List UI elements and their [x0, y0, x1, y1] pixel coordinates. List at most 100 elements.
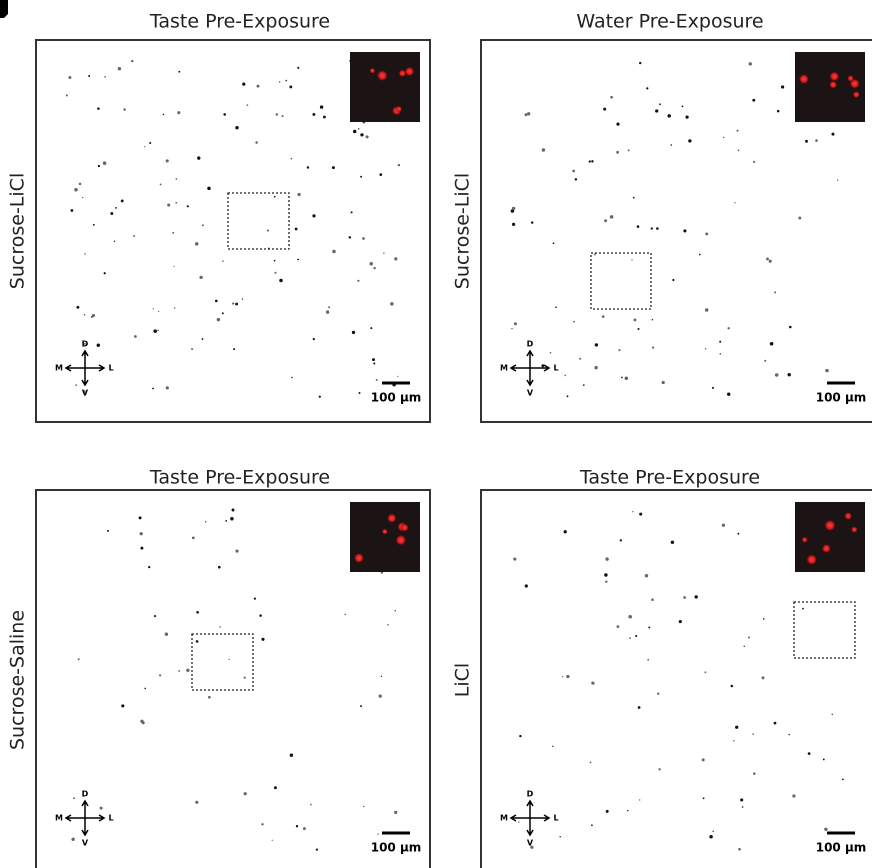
cell-dot: [322, 115, 326, 119]
cell-dot: [232, 302, 235, 305]
cell-dot: [97, 164, 101, 168]
cell-dot: [530, 845, 534, 849]
cell-dot: [616, 122, 620, 126]
cell-dot: [781, 85, 785, 89]
cell-dot: [572, 169, 576, 173]
cell-dot: [627, 810, 629, 812]
inset-cell: [798, 73, 810, 85]
cell-dot: [178, 670, 180, 672]
cell-dot: [789, 325, 792, 329]
panel-title: Water Pre-Exposure: [576, 11, 763, 33]
cell-dot: [312, 214, 316, 218]
cell-dot: [639, 512, 643, 516]
cell-dot: [219, 626, 222, 628]
cell-dot: [241, 298, 244, 300]
inset-cell: [829, 80, 838, 89]
cell-dot: [704, 347, 707, 350]
cell-dot: [616, 625, 620, 628]
cell-dot: [157, 329, 159, 332]
cell-dot: [841, 778, 844, 781]
cell-dot: [82, 390, 86, 394]
inset-cell: [824, 519, 836, 532]
cell-dot: [159, 183, 162, 186]
cell-dot: [115, 207, 117, 209]
cell-dot: [152, 387, 154, 390]
cell-dot: [616, 150, 619, 154]
cell-dot: [747, 636, 751, 639]
cell-dot: [524, 113, 528, 117]
cell-dot: [647, 658, 650, 661]
cell-dot: [652, 346, 655, 349]
cell-dot: [651, 598, 654, 601]
cell-dot: [737, 532, 740, 535]
cell-dot: [357, 128, 360, 130]
cell-dot: [148, 565, 151, 569]
panel: Taste Pre-Exposure Sucrose-Saline D V M L 100 …: [7, 467, 431, 868]
cell-dot: [727, 327, 730, 330]
cell-dot: [302, 827, 306, 831]
cell-dot: [764, 359, 767, 362]
cell-dot: [194, 242, 199, 246]
cell-dot: [541, 364, 545, 368]
cell-dot: [221, 312, 224, 315]
inset-image: [350, 52, 420, 122]
cell-dot: [670, 540, 675, 545]
cell-dot: [768, 259, 772, 263]
cell-dot: [261, 637, 265, 641]
cell-dot: [110, 212, 114, 215]
cell-dot: [195, 800, 199, 804]
cell-dot: [753, 160, 756, 163]
cell-dot: [369, 262, 373, 266]
cell-dot: [331, 166, 335, 170]
cell-dot: [235, 126, 239, 130]
cell-dot: [165, 386, 169, 390]
cell-dot: [140, 546, 144, 550]
cell-dot: [214, 299, 218, 303]
cell-dot: [394, 810, 398, 815]
cell-dot: [90, 315, 93, 318]
cell-dot: [513, 322, 517, 326]
cell-dot: [704, 308, 709, 312]
cell-dot: [138, 516, 142, 520]
cell-dot: [275, 113, 279, 116]
cell-dot: [589, 761, 592, 764]
scale-label: 100 µm: [371, 841, 422, 855]
cell-dot: [242, 82, 246, 86]
cell-dot: [273, 786, 277, 790]
cell-dot: [605, 809, 609, 813]
inset-cell: [850, 526, 858, 533]
cell-dot: [605, 557, 609, 561]
cell-dot: [120, 199, 124, 203]
compass-m: M: [55, 814, 63, 823]
cell-dot: [761, 676, 765, 680]
cell-dot: [609, 215, 614, 219]
cell-dot: [822, 758, 825, 761]
cell-dot: [740, 798, 744, 802]
cell-dot: [387, 623, 389, 626]
cell-dot: [165, 159, 169, 163]
cell-dot: [107, 529, 109, 532]
cell-dot: [370, 327, 373, 330]
cell-dot: [373, 266, 376, 270]
cell-dot: [631, 259, 633, 261]
cell-dot: [711, 386, 714, 389]
panel-title: Taste Pre-Exposure: [149, 467, 330, 489]
cell-dot: [197, 156, 201, 160]
cell-dot: [231, 508, 235, 512]
cell-dot: [774, 291, 777, 294]
scale-label: 100 µm: [371, 391, 422, 405]
cell-dot: [81, 196, 84, 199]
cell-dot: [281, 115, 284, 118]
cell-dot: [721, 523, 726, 527]
cell-dot: [766, 257, 769, 261]
cell-dot: [736, 129, 739, 132]
cell-dot: [709, 834, 713, 839]
cell-dot: [807, 752, 811, 755]
cell-dot: [223, 113, 226, 116]
cell-dot: [312, 112, 316, 116]
cell-dot: [362, 237, 365, 240]
cell-dot: [383, 252, 385, 254]
cell-dot: [153, 615, 157, 618]
